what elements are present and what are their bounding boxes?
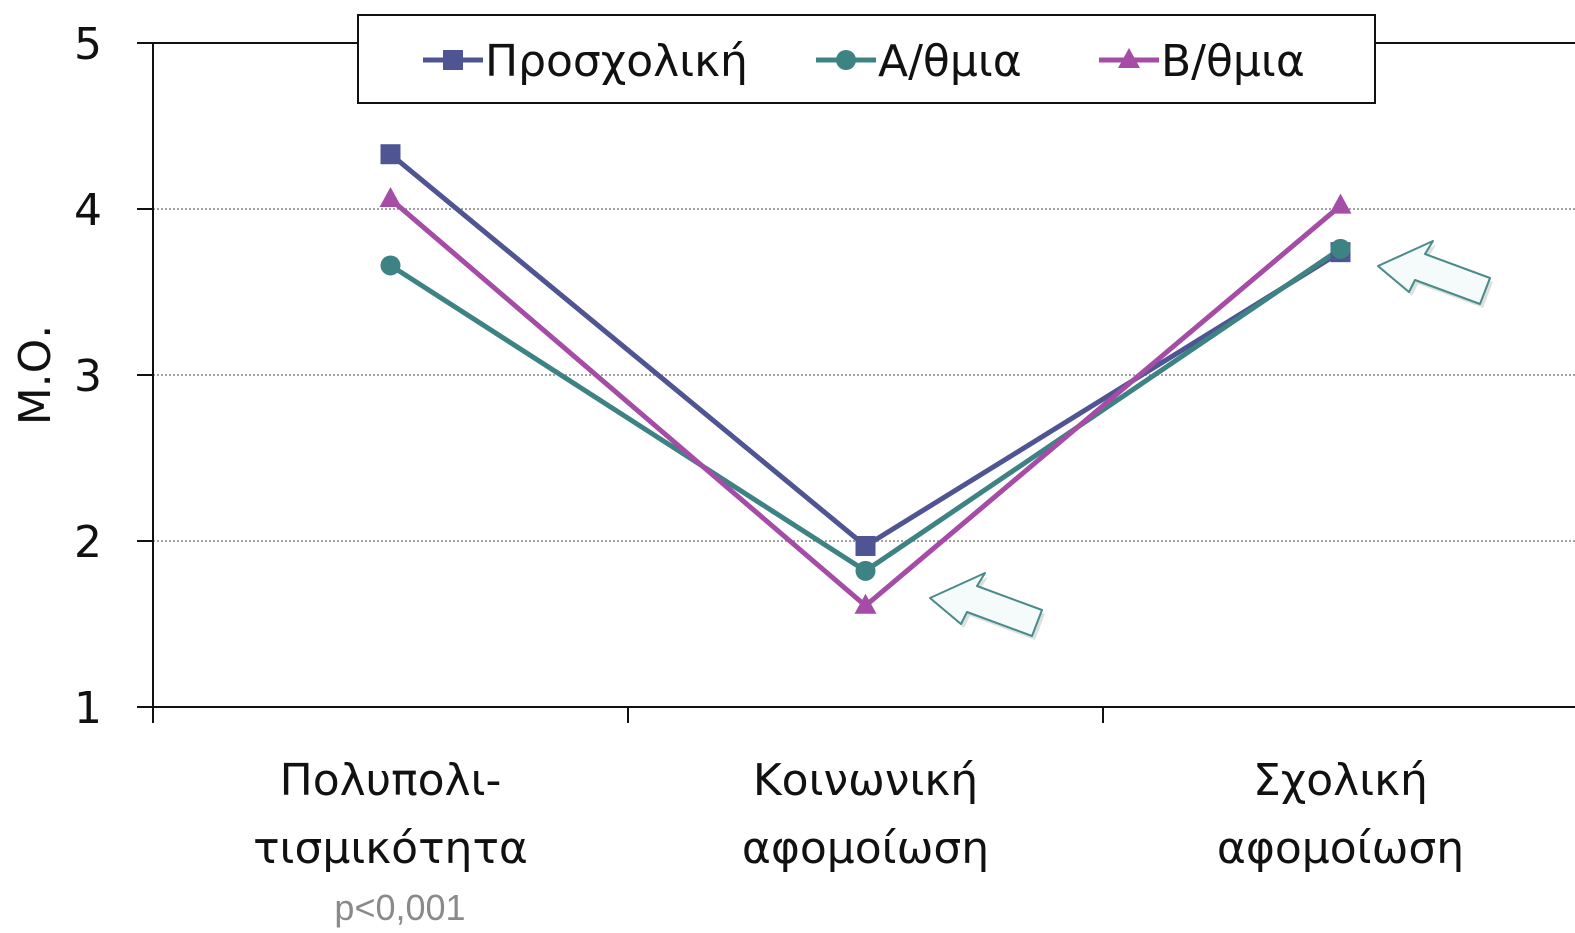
y-tick-label-2: 2	[74, 517, 102, 568]
legend: Προσχολική Α/θμια Β/θμια	[357, 14, 1376, 104]
data-point-2-0	[379, 187, 402, 208]
data-point-0-1	[855, 535, 876, 556]
arrow-social-body	[929, 572, 1043, 637]
y-tick-label-5: 5	[74, 19, 102, 70]
category-label-2-1: αφομοίωση	[1217, 823, 1464, 874]
callout-arrows	[929, 240, 1493, 640]
category-labels: Πολυπολι-τισμικότητα Κοινωνική αφομοίωση Σχ…	[253, 755, 1464, 874]
data-point-1-0	[380, 255, 401, 276]
category-label-0-1: τισμικότητα	[253, 823, 528, 874]
data-point-2-2	[1329, 193, 1352, 214]
series-line-0	[388, 152, 1342, 549]
data-point-0-0	[380, 144, 401, 165]
y-tick-label-3: 3	[74, 351, 102, 402]
legend-label-1: Α/θμια	[878, 36, 1022, 87]
data-point-2-1	[854, 593, 877, 614]
category-label-2-0: Σχολική	[1253, 755, 1428, 806]
series-line-1	[389, 246, 1342, 574]
data-point-1-1	[855, 560, 876, 581]
arrow-school	[1377, 240, 1493, 308]
y-tick-label-4: 4	[74, 185, 102, 236]
y-tick-label-1: 1	[74, 683, 102, 734]
arrow-social	[929, 572, 1045, 640]
series-markers	[379, 144, 1352, 614]
axes	[137, 42, 1575, 723]
gridlines	[153, 42, 1575, 542]
legend-label-2: Β/θμια	[1161, 36, 1305, 87]
category-label-1-1: αφομοίωση	[742, 823, 989, 874]
p-value-note: p<0,001	[334, 887, 465, 928]
data-point-1-2	[1330, 238, 1351, 259]
arrow-school-body	[1377, 240, 1491, 305]
category-label-0-0: Πολυπολι-	[280, 755, 502, 806]
y-axis-label: Μ.Ο.	[10, 325, 61, 426]
legend-marker-0	[443, 50, 463, 70]
y-tick-labels: 1 2 3 4 5	[74, 19, 102, 734]
legend-marker-2	[1118, 48, 1140, 68]
legend-label-0: Προσχολική	[485, 36, 748, 87]
category-label-1-0: Κοινωνική	[753, 755, 978, 806]
legend-marker-1	[836, 50, 856, 70]
